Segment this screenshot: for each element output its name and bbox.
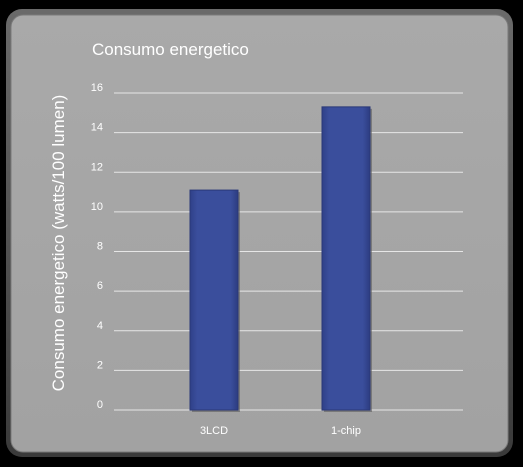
grid-layer <box>114 92 463 411</box>
y-tick-label: 4 <box>97 320 103 332</box>
chart-title: Consumo energetico <box>92 40 249 59</box>
chart-panel <box>10 14 509 453</box>
bar-1-chip <box>321 106 371 411</box>
x-tick-label: 3LCD <box>200 425 228 437</box>
x-tick-label: 1-chip <box>331 425 361 437</box>
y-tick-label: 12 <box>91 161 103 173</box>
y-tick-label: 8 <box>97 241 103 253</box>
y-axis-label: Consumo energetico (watts/100 lumen) <box>49 94 68 392</box>
y-tick-label: 16 <box>91 82 103 94</box>
tick-layer: 0 2 4 6 8 10 12 14 16 3LCD 1-chip <box>91 82 361 437</box>
bar-layer <box>189 106 372 413</box>
y-tick-label: 10 <box>91 201 103 213</box>
y-tick-label: 0 <box>97 399 103 411</box>
y-tick-label: 2 <box>97 359 103 371</box>
bar-3LCD <box>189 189 239 411</box>
y-tick-label: 14 <box>91 122 103 134</box>
y-tick-label: 6 <box>97 280 103 292</box>
